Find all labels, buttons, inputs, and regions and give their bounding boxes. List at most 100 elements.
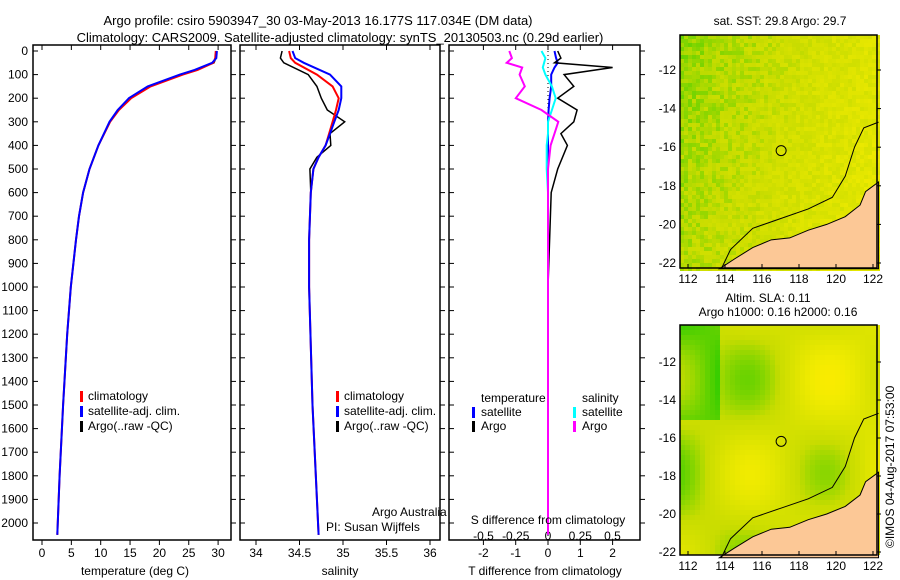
map-cell [712,151,716,155]
map-cell [736,179,740,183]
map-cell [708,147,712,151]
map-cell [756,35,760,39]
map-cell [845,425,850,430]
map-cell [760,203,764,207]
map-cell [750,425,755,430]
map-cell [868,143,872,147]
map-cell [740,435,745,440]
map-cell [690,420,695,425]
map-cell [795,385,800,390]
map-cell [685,370,690,375]
map-cell [820,390,825,395]
map-cell [720,350,725,355]
map-cell [732,215,736,219]
map-cell [840,211,844,215]
map-cell [740,420,745,425]
map-cell [760,147,764,151]
map-cell [715,405,720,410]
map-cell [744,67,748,71]
map-cell [692,251,696,255]
map-cell [840,99,844,103]
map-cell [776,215,780,219]
map-cell [860,51,864,55]
map-cell [745,515,750,520]
map-cell [752,79,756,83]
map-cell [845,395,850,400]
map-cell [810,510,815,515]
map-cell [688,143,692,147]
map-cell [876,131,880,135]
map-cell [776,175,780,179]
map-cell [684,227,688,231]
map-cell [848,187,852,191]
map-cell [856,175,860,179]
map-cell [864,71,868,75]
map-cell [784,127,788,131]
map-cell [772,195,776,199]
map-cell [724,243,728,247]
map-cell [720,263,724,267]
map-cell [748,75,752,79]
map-cell [696,103,700,107]
map-cell [768,147,772,151]
map-cell [856,79,860,83]
map-cell [832,147,836,151]
map-cell [836,135,840,139]
map-cell [725,515,730,520]
map-cell [688,183,692,187]
map-cell [832,87,836,91]
map-cell [744,47,748,51]
map-cell [692,55,696,59]
map-cell [800,123,804,127]
map-cell [716,171,720,175]
map-cell [756,239,760,243]
map-cell [764,151,768,155]
map-cell [680,215,684,219]
map-cell [688,227,692,231]
map-cell [696,91,700,95]
map-cell [856,131,860,135]
map-cell [836,139,840,143]
map-cell [680,400,685,405]
map-cell [860,107,864,111]
map-cell [784,95,788,99]
map-cell [785,395,790,400]
map-cell [864,35,868,39]
map-cell [760,505,765,510]
map-cell [715,365,720,370]
map-cell [768,207,772,211]
map-cell [768,227,772,231]
map-cell [716,155,720,159]
map-cell [770,395,775,400]
map-cell [845,390,850,395]
map-cell [820,43,824,47]
map-cell [685,435,690,440]
map-cell [820,405,825,410]
map-cell [688,235,692,239]
map-cell [725,350,730,355]
map-cell [715,435,720,440]
map-cell [784,63,788,67]
map-cell [710,435,715,440]
map-cell [840,39,844,43]
map-cell [732,231,736,235]
map-cell [760,187,764,191]
map-cell [692,75,696,79]
map-cell [730,370,735,375]
map-cell [800,475,805,480]
map-cell [760,515,765,520]
map-cell [788,219,792,223]
map-cell [750,500,755,505]
map-cell [792,135,796,139]
map-cell [870,445,875,450]
map-cell [784,139,788,143]
map-cell [708,95,712,99]
map-lat-label: -16 [659,140,677,154]
map-cell [808,47,812,51]
map-cell [776,79,780,83]
map-cell [740,243,744,247]
map-cell [848,139,852,143]
map-cell [852,111,856,115]
map-cell [750,405,755,410]
map-cell [864,47,868,51]
